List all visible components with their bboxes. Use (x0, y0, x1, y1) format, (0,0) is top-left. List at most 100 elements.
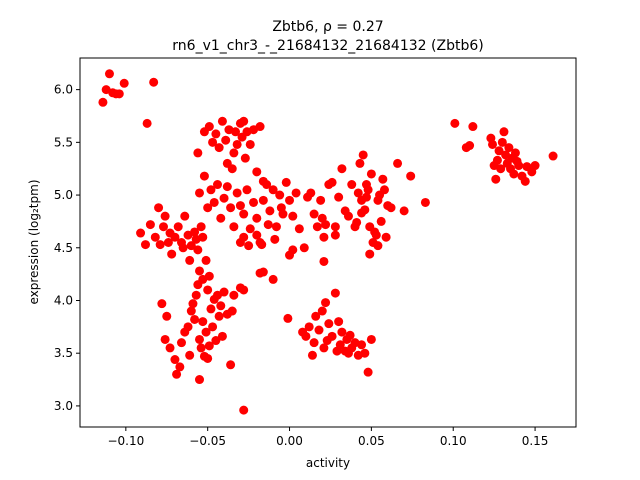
data-point (311, 311, 321, 321)
data-point (178, 243, 188, 253)
data-point (255, 122, 265, 132)
y-tick-label: 5.0 (54, 188, 73, 202)
data-point (163, 238, 173, 247)
data-point (258, 267, 268, 277)
data-point (514, 161, 524, 171)
data-point (136, 228, 146, 238)
data-point (491, 174, 501, 184)
data-point (381, 232, 391, 242)
data-point (288, 211, 298, 221)
data-point (172, 369, 182, 379)
data-point (195, 375, 204, 385)
data-point (307, 350, 317, 360)
data-point (276, 203, 286, 213)
y-axis-ticks: 3.0 3.5 4.0 4.5 5.0 5.5 6.0 (54, 83, 80, 413)
data-point (206, 185, 216, 195)
x-axis-label: activity (306, 456, 350, 470)
data-point (252, 167, 262, 177)
data-point (357, 208, 367, 218)
data-point (496, 164, 506, 174)
data-point (316, 195, 326, 205)
data-point (283, 313, 293, 323)
data-point (309, 209, 319, 219)
data-point (188, 299, 198, 309)
data-point (468, 122, 478, 132)
data-point (157, 299, 167, 309)
data-point (548, 151, 558, 161)
x-tick-label: 0.15 (522, 434, 549, 448)
data-point (330, 222, 340, 232)
data-point (249, 197, 259, 207)
data-point (334, 317, 344, 327)
data-point (235, 201, 245, 211)
data-point (193, 148, 203, 158)
data-point (239, 285, 249, 295)
data-point (299, 243, 309, 253)
data-point (170, 232, 180, 242)
data-point (365, 222, 375, 232)
data-point (104, 69, 114, 79)
data-point (204, 341, 214, 351)
data-point (208, 137, 218, 147)
data-point (195, 188, 204, 198)
data-point (510, 148, 520, 158)
data-point (173, 222, 183, 232)
data-point (520, 176, 530, 186)
data-point (291, 188, 301, 198)
data-point (330, 230, 340, 240)
data-point (245, 224, 255, 234)
data-point (114, 89, 124, 99)
y-tick-label: 6.0 (54, 83, 73, 97)
x-tick-label: 0.00 (276, 434, 303, 448)
data-point (334, 192, 344, 202)
data-point (301, 331, 311, 341)
data-point (154, 203, 164, 213)
data-point (335, 340, 345, 350)
data-point (494, 146, 504, 156)
data-point (203, 203, 213, 213)
data-point (226, 203, 236, 213)
x-axis-ticks: −0.10 −0.05 0.00 0.05 0.10 0.15 (107, 427, 548, 448)
data-point (319, 256, 329, 266)
data-point (268, 274, 278, 284)
data-point (378, 174, 388, 184)
data-point (262, 180, 272, 190)
data-point (294, 224, 304, 234)
data-point (530, 161, 540, 171)
data-point (211, 129, 221, 139)
data-point (186, 241, 196, 251)
plot-area-frame (79, 57, 577, 428)
data-point (158, 222, 168, 232)
data-point (285, 195, 295, 205)
data-point (270, 234, 280, 244)
data-point (239, 209, 249, 219)
data-point (149, 77, 159, 87)
data-point (165, 343, 175, 353)
data-point (201, 255, 211, 265)
data-point (190, 227, 200, 237)
data-point (330, 288, 340, 298)
data-point (386, 203, 396, 213)
data-point (185, 350, 195, 360)
data-point (204, 271, 214, 281)
data-point (244, 241, 254, 251)
data-point (353, 188, 363, 198)
data-point (195, 266, 204, 276)
data-point (229, 222, 239, 232)
data-point (232, 188, 242, 198)
data-point (252, 213, 262, 223)
data-point (180, 211, 190, 221)
data-point (327, 177, 337, 187)
data-point (209, 197, 219, 207)
data-point (497, 137, 507, 147)
data-point (145, 220, 155, 230)
data-point (465, 141, 475, 151)
data-point (343, 211, 353, 221)
data-point (309, 338, 319, 348)
data-point (142, 118, 152, 128)
data-point (371, 230, 381, 240)
data-point (376, 216, 386, 226)
data-point (347, 180, 357, 190)
chart-title-line2: rn6_v1_chr3_-_21684132_21684132 (Zbtb6) (172, 38, 483, 54)
